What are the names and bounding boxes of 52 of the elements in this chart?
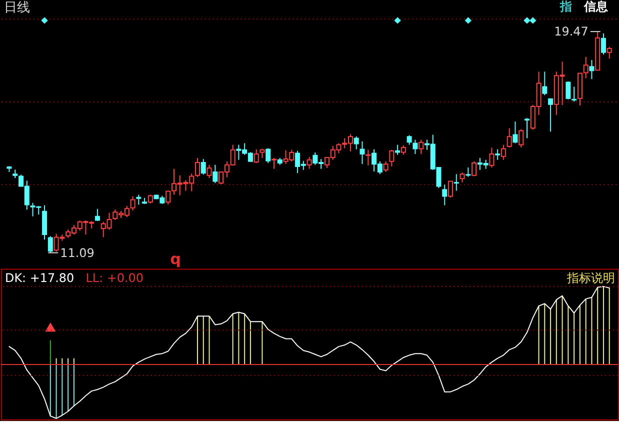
candlestick	[606, 46, 612, 59]
candlestick	[448, 180, 453, 198]
candlestick	[460, 172, 465, 183]
candlestick	[254, 148, 259, 164]
candlestick	[271, 158, 276, 170]
candlestick	[206, 164, 212, 179]
candlestick	[94, 208, 100, 222]
annotation: 19.47	[554, 24, 588, 39]
annotation: 11.09	[60, 246, 94, 260]
candlestick	[589, 60, 594, 80]
candlestick	[406, 134, 412, 146]
candlestick	[572, 86, 577, 102]
candlestick	[466, 167, 471, 178]
candlestick	[306, 156, 312, 170]
text: 指标说明	[566, 270, 616, 285]
candlestick	[524, 118, 530, 139]
candlestick	[442, 184, 448, 206]
candlestick	[400, 144, 406, 156]
candlestick	[354, 136, 359, 150]
candlestick	[489, 147, 494, 168]
annotation: q	[170, 250, 181, 268]
candlestick	[136, 194, 142, 206]
candlestick	[395, 144, 400, 156]
candlestick	[383, 160, 388, 172]
text: 信息	[583, 0, 610, 14]
candlestick	[548, 98, 554, 132]
candlestick	[212, 164, 218, 184]
candlestick	[389, 149, 394, 167]
chart-title: 日线	[4, 0, 30, 16]
candlestick	[48, 236, 53, 254]
candlestick	[600, 32, 606, 56]
candlestick	[266, 148, 271, 164]
candlestick	[166, 190, 171, 205]
candlestick	[366, 149, 371, 166]
candlestick	[512, 121, 518, 144]
text: 指	[559, 0, 572, 14]
candlestick	[495, 148, 500, 160]
candlestick	[412, 139, 418, 155]
candlestick	[583, 56, 588, 79]
ref-line-label: LL: +0.00	[86, 270, 144, 285]
candlestick	[42, 204, 48, 240]
text: DK: +17.80	[4, 270, 74, 285]
candlestick	[566, 80, 571, 100]
candlestick	[472, 160, 477, 177]
candlestick	[454, 174, 459, 192]
candlestick	[542, 71, 548, 96]
candlestick	[506, 128, 512, 148]
candlestick	[518, 128, 524, 148]
candlestick	[418, 139, 424, 155]
candlestick	[260, 148, 265, 158]
candlestick	[500, 144, 506, 160]
candlestick	[200, 158, 206, 176]
